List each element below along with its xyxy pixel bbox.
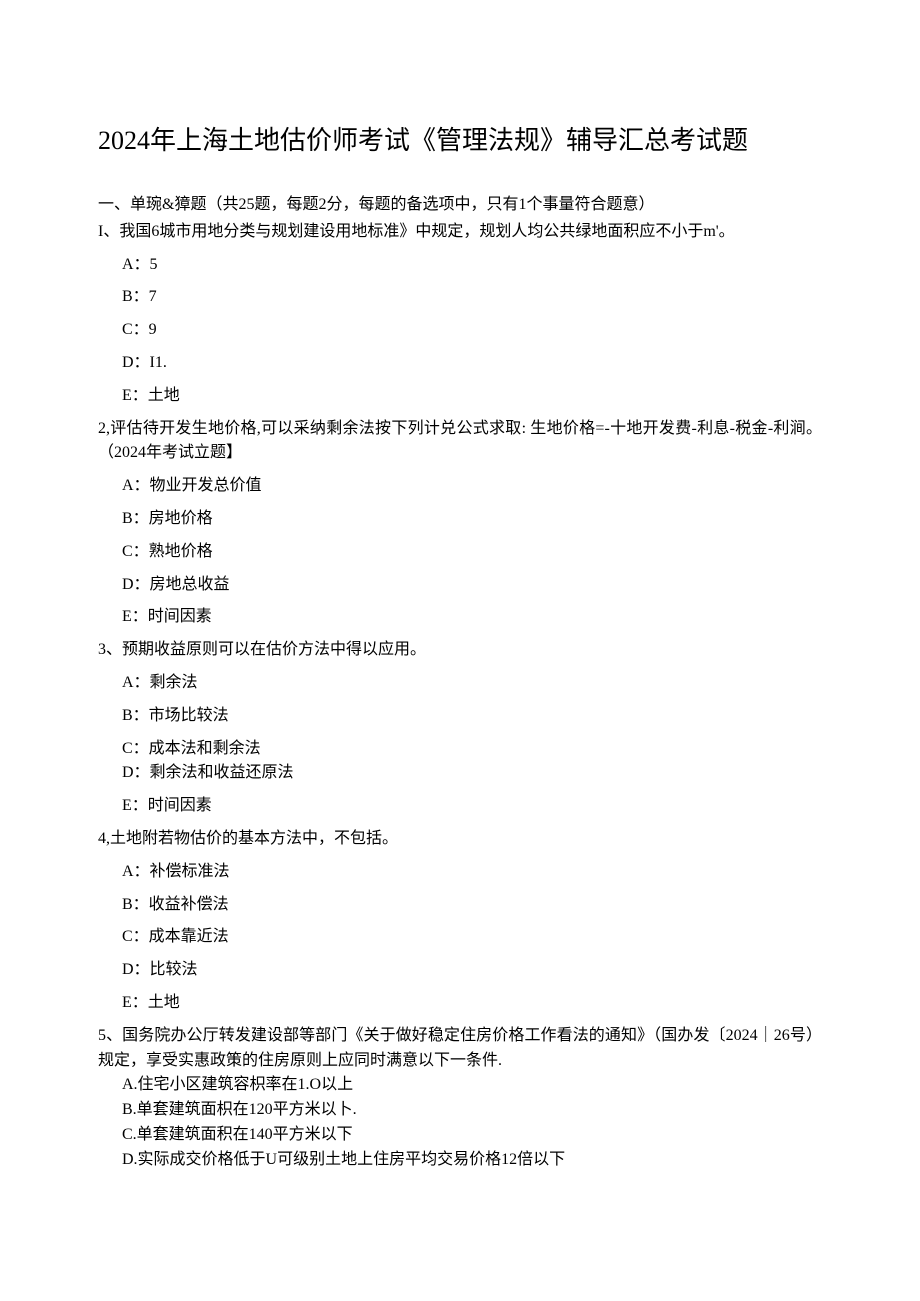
option-b: B：房地价格 [122,507,822,532]
option-e: E：时间因素 [122,794,822,819]
option-c: C.单套建筑面积在140平方米以下 [122,1123,822,1148]
option-c: C：9 [122,318,822,343]
option-c: C：成本靠近法 [122,925,822,950]
question-text: 4,土地附若物估价的基本方法中，不包括。 [98,827,822,852]
option-a: A：补偿标准法 [122,860,822,885]
option-e: E：土地 [122,384,822,409]
question-text: 5、国务院办公厅转发建设部等部门《关于做好稳定住房价格工作看法的通知》（国办发〔… [98,1024,822,1074]
option-d: D：I1. [122,351,822,376]
question-3: 3、预期收益原则可以在估价方法中得以应用。 A：剩余法 B：市场比较法 C：成本… [98,638,822,819]
option-b: B：7 [122,285,822,310]
option-d: D.实际成交价格低于U可级别土地上住房平均交易价格12倍以下 [122,1148,822,1173]
question-text: 2,评估待开发生地价格,可以采纳剩余法按下列计兑公式求取: 生地价格=-十地开发… [98,417,822,467]
question-5: 5、国务院办公厅转发建设部等部门《关于做好稳定住房价格工作看法的通知》（国办发〔… [98,1024,822,1173]
question-2: 2,评估待开发生地价格,可以采纳剩余法按下列计兑公式求取: 生地价格=-十地开发… [98,417,822,631]
question-text: I、我国6城市用地分类与规划建设用地标准》中规定，规划人均公共绿地面积应不小于m… [98,220,822,245]
option-a: A：剩余法 [122,671,822,696]
option-d: D：房地总收益 [122,573,822,598]
option-e: E：时间因素 [122,605,822,630]
option-e: E：土地 [122,991,822,1016]
option-a: A：物业开发总价值 [122,474,822,499]
option-d: D：剩余法和收益还原法 [122,761,822,786]
question-1: I、我国6城市用地分类与规划建设用地标准》中规定，规划人均公共绿地面积应不小于m… [98,220,822,409]
option-b: B：收益补偿法 [122,893,822,918]
option-b: B：市场比较法 [122,704,822,729]
option-d: D：比较法 [122,958,822,983]
question-4: 4,土地附若物估价的基本方法中，不包括。 A：补偿标准法 B：收益补偿法 C：成… [98,827,822,1016]
section-intro: 一、单琬&獐题（共25题，每题2分，每题的备选项中，只有1个事量符合题意） [98,193,822,218]
option-c: C：成本法和剩余法 [122,737,822,762]
page-title: 2024年上海土地估价师考试《管理法规》辅导汇总考试题 [98,120,822,157]
option-a: A.住宅小区建筑容枳率在1.O以上 [122,1073,822,1098]
option-b: B.单套建筑面枳在120平方米以卜. [122,1098,822,1123]
option-a: A：5 [122,253,822,278]
option-c: C：熟地价格 [122,540,822,565]
question-text: 3、预期收益原则可以在估价方法中得以应用。 [98,638,822,663]
